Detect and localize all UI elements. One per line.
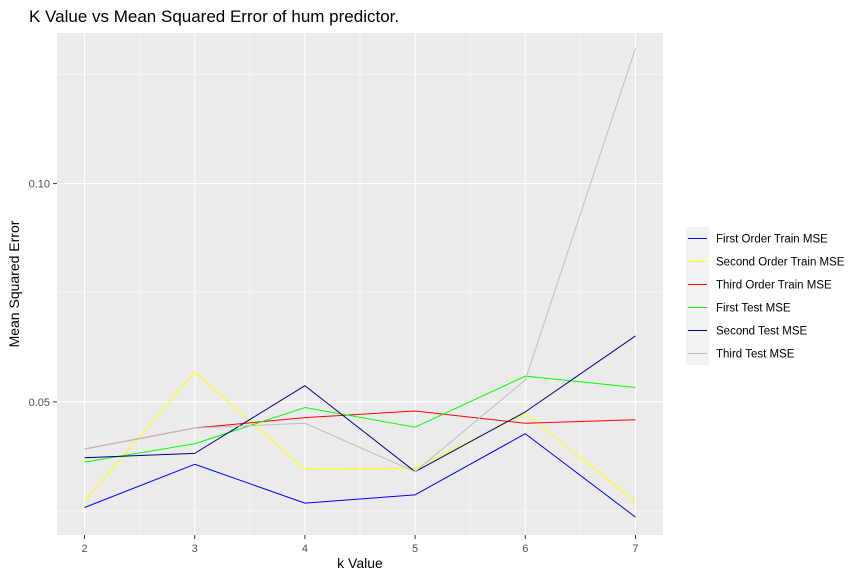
series-lines bbox=[84, 48, 636, 518]
series-line-6 bbox=[84, 48, 636, 473]
series-line-2 bbox=[84, 371, 636, 503]
x-tick-label: 4 bbox=[302, 543, 308, 555]
x-tick-label: 3 bbox=[192, 543, 198, 555]
legend-label: First Test MSE bbox=[716, 303, 791, 315]
y-tick-label: 0.10 bbox=[29, 179, 50, 191]
y-tick-label: 0.05 bbox=[29, 397, 50, 409]
x-tick-labels: 2 3 4 5 6 7 bbox=[81, 543, 638, 555]
legend-label: Second Test MSE bbox=[716, 326, 808, 338]
legend-label: Second Order Train MSE bbox=[716, 257, 845, 269]
grid-minor bbox=[57, 33, 663, 535]
series-line-1 bbox=[84, 433, 636, 518]
legend: First Order Train MSE Second Order Train … bbox=[686, 227, 845, 365]
legend-label: First Order Train MSE bbox=[716, 234, 828, 246]
chart-title: K Value vs Mean Squared Error of hum pre… bbox=[29, 7, 399, 26]
x-axis-title: k Value bbox=[337, 555, 383, 571]
y-tick-labels: 0.05 0.10 bbox=[29, 179, 50, 409]
legend-label: Third Test MSE bbox=[716, 349, 795, 361]
y-axis-title: Mean Squared Error bbox=[6, 220, 22, 347]
legend-label: Third Order Train MSE bbox=[716, 280, 832, 292]
x-tick-label: 6 bbox=[522, 543, 528, 555]
axis-ticks bbox=[53, 183, 636, 539]
x-tick-label: 2 bbox=[81, 543, 87, 555]
series-line-5 bbox=[84, 335, 636, 473]
x-tick-label: 5 bbox=[412, 543, 418, 555]
grid-major bbox=[57, 33, 663, 535]
x-tick-label: 7 bbox=[632, 543, 638, 555]
series-line-4 bbox=[84, 375, 636, 463]
